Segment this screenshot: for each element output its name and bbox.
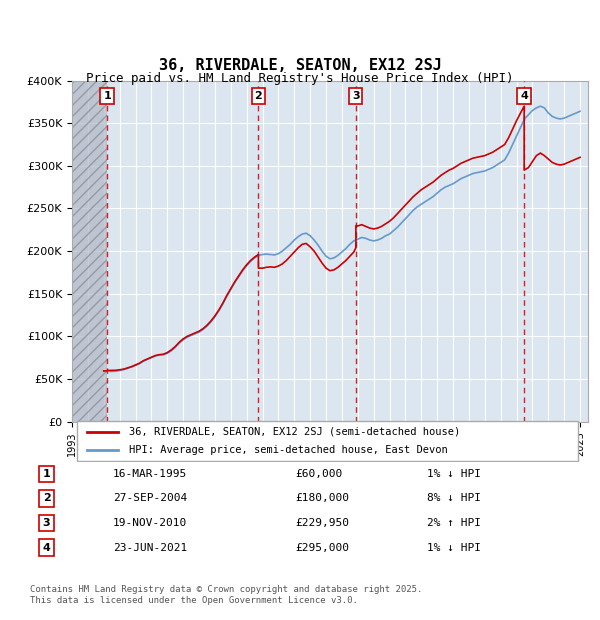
HPI: Average price, semi-detached house, East Devon: (2.02e+03, 3.56e+05): Average price, semi-detached house, East… <box>553 114 560 122</box>
HPI: Average price, semi-detached house, East Devon: (2.01e+03, 2.38e+05): Average price, semi-detached house, East… <box>402 215 409 223</box>
Text: 27-SEP-2004: 27-SEP-2004 <box>113 494 187 503</box>
Text: Price paid vs. HM Land Registry's House Price Index (HPI): Price paid vs. HM Land Registry's House … <box>86 73 514 85</box>
36, RIVERDALE, SEATON, EX12 2SJ (semi-detached house) <box>128 363 135 370</box>
Text: 1: 1 <box>43 469 50 479</box>
36, RIVERDALE, SEATON, EX12 2SJ (semi-detached house) <box>223 291 230 299</box>
36, RIVERDALE, SEATON, EX12 2SJ (semi-detached house) <box>390 214 397 221</box>
Text: 36, RIVERDALE, SEATON, EX12 2SJ: 36, RIVERDALE, SEATON, EX12 2SJ <box>158 58 442 73</box>
Text: 4: 4 <box>43 542 50 552</box>
Text: 8% ↓ HPI: 8% ↓ HPI <box>427 494 481 503</box>
Text: 1% ↓ HPI: 1% ↓ HPI <box>427 469 481 479</box>
Text: 16-MAR-1995: 16-MAR-1995 <box>113 469 187 479</box>
HPI: Average price, semi-detached house, East Devon: (2.02e+03, 3.7e+05): Average price, semi-detached house, East… <box>537 102 544 110</box>
Text: 23-JUN-2021: 23-JUN-2021 <box>113 542 187 552</box>
Bar <box>72 81 107 422</box>
Text: 2: 2 <box>43 494 50 503</box>
HPI: Average price, semi-detached house, East Devon: (2e+03, 5.88e+04): Average price, semi-detached house, East… <box>108 368 115 375</box>
HPI: Average price, semi-detached house, East Devon: (2.02e+03, 2.61e+05): Average price, semi-detached house, East… <box>425 195 433 203</box>
Text: 19-NOV-2010: 19-NOV-2010 <box>113 518 187 528</box>
36, RIVERDALE, SEATON, EX12 2SJ (semi-detached house) <box>521 102 528 110</box>
36, RIVERDALE, SEATON, EX12 2SJ (semi-detached house) <box>100 367 107 374</box>
HPI: Average price, semi-detached house, East Devon: (2e+03, 7.7e+04): Average price, semi-detached house, East… <box>152 352 159 360</box>
36, RIVERDALE, SEATON, EX12 2SJ (semi-detached house) <box>414 189 421 197</box>
Line: HPI: Average price, semi-detached house, East Devon: HPI: Average price, semi-detached house,… <box>104 106 580 371</box>
Text: 1: 1 <box>103 91 111 101</box>
Text: HPI: Average price, semi-detached house, East Devon: HPI: Average price, semi-detached house,… <box>129 445 448 455</box>
Text: Contains HM Land Registry data © Crown copyright and database right 2025.: Contains HM Land Registry data © Crown c… <box>30 585 422 594</box>
36, RIVERDALE, SEATON, EX12 2SJ (semi-detached house) <box>378 223 385 230</box>
Text: £60,000: £60,000 <box>295 469 342 479</box>
HPI: Average price, semi-detached house, East Devon: (2.01e+03, 2.18e+05): Average price, semi-detached house, East… <box>307 232 314 239</box>
Text: This data is licensed under the Open Government Licence v3.0.: This data is licensed under the Open Gov… <box>30 596 358 604</box>
Text: 36, RIVERDALE, SEATON, EX12 2SJ (semi-detached house): 36, RIVERDALE, SEATON, EX12 2SJ (semi-de… <box>129 427 460 436</box>
Text: £180,000: £180,000 <box>295 494 349 503</box>
36, RIVERDALE, SEATON, EX12 2SJ (semi-detached house) <box>577 154 584 161</box>
Text: 2% ↑ HPI: 2% ↑ HPI <box>427 518 481 528</box>
Text: 3: 3 <box>352 91 359 101</box>
Text: 3: 3 <box>43 518 50 528</box>
Text: £229,950: £229,950 <box>295 518 349 528</box>
HPI: Average price, semi-detached house, East Devon: (2e+03, 1.3e+05): Average price, semi-detached house, East… <box>215 307 223 314</box>
Text: 2: 2 <box>254 91 262 101</box>
HPI: Average price, semi-detached house, East Devon: (2.02e+03, 3.64e+05): Average price, semi-detached house, East… <box>577 107 584 115</box>
Text: 4: 4 <box>520 91 528 101</box>
Text: £295,000: £295,000 <box>295 542 349 552</box>
FancyBboxPatch shape <box>77 420 578 461</box>
Line: 36, RIVERDALE, SEATON, EX12 2SJ (semi-detached house): 36, RIVERDALE, SEATON, EX12 2SJ (semi-de… <box>104 106 580 371</box>
Text: 1% ↓ HPI: 1% ↓ HPI <box>427 542 481 552</box>
HPI: Average price, semi-detached house, East Devon: (2e+03, 5.95e+04): Average price, semi-detached house, East… <box>100 367 107 374</box>
36, RIVERDALE, SEATON, EX12 2SJ (semi-detached house) <box>326 267 334 275</box>
